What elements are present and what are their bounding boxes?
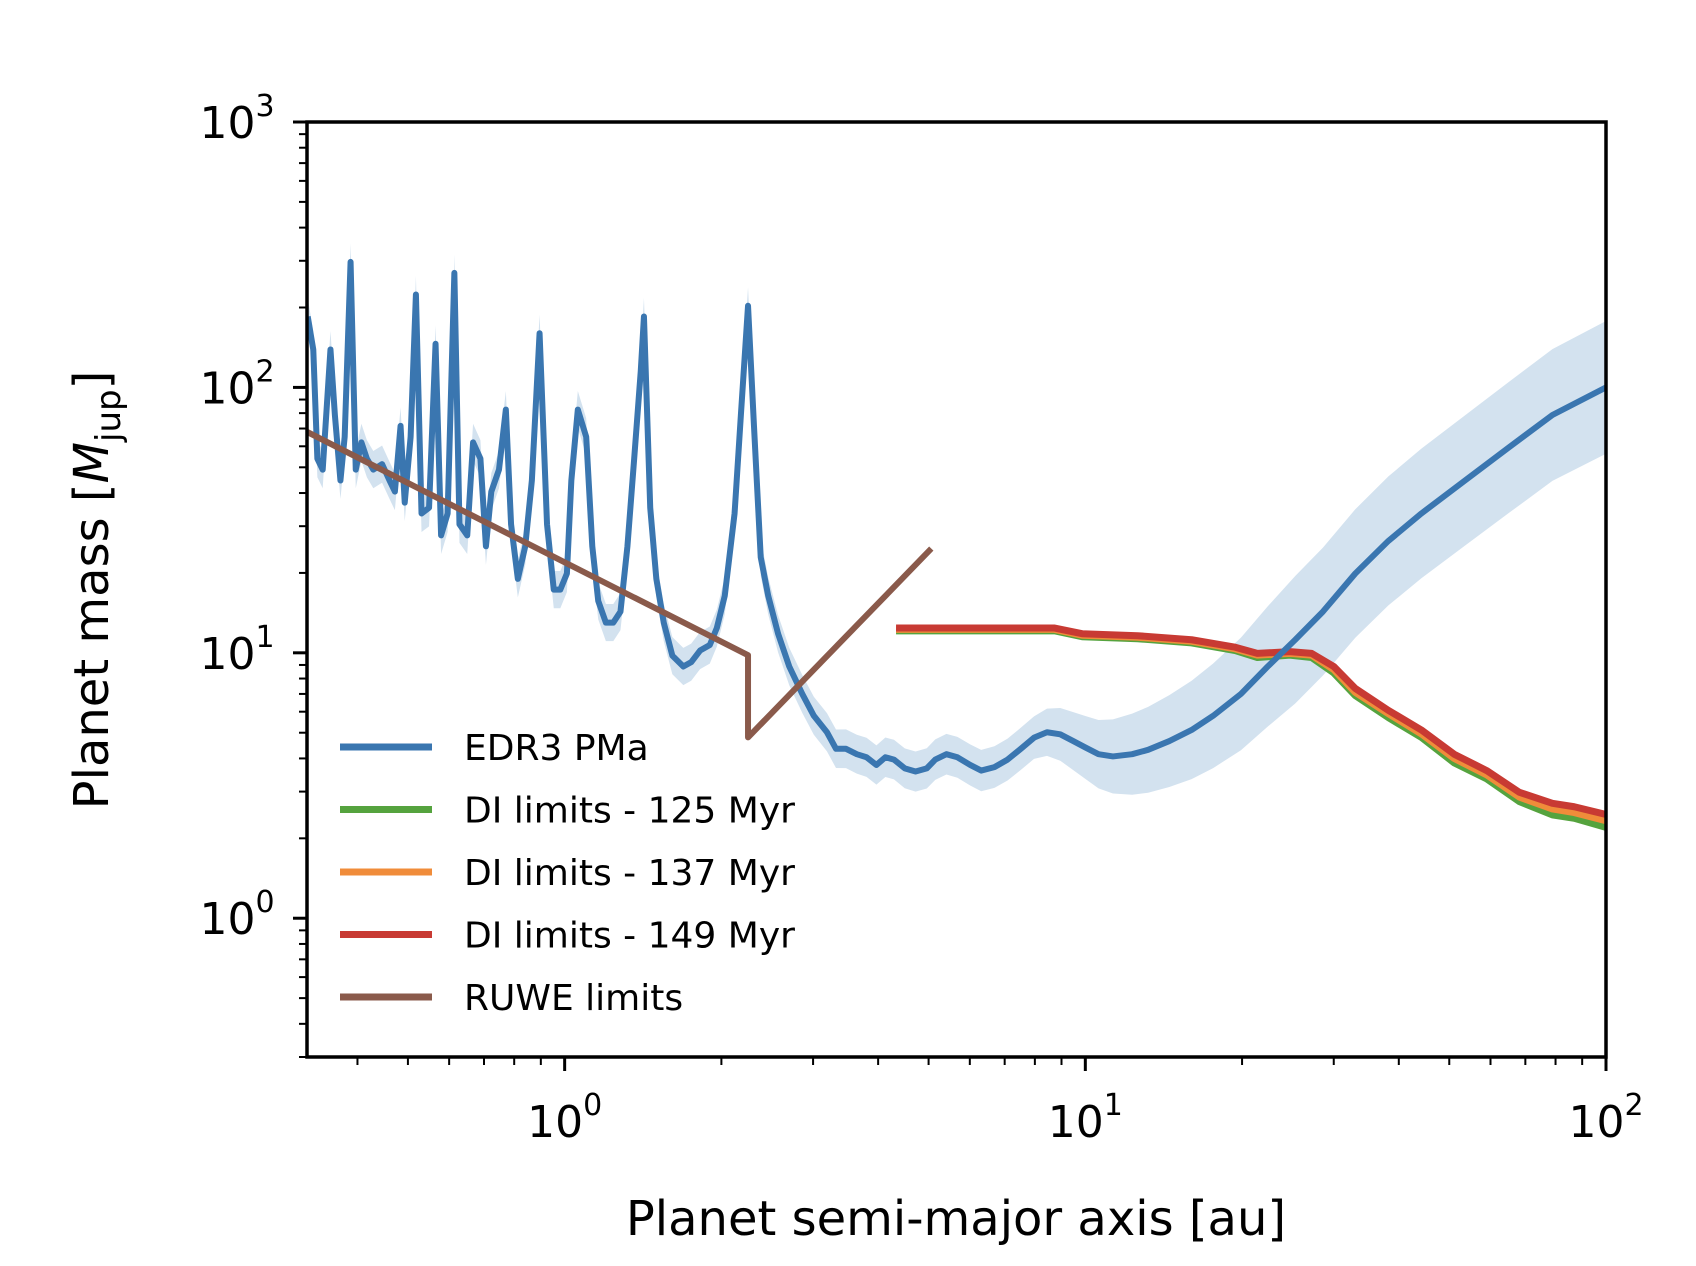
legend-label: RUWE limits [464,978,683,1019]
legend-label: DI limits - 125 Myr [464,791,795,832]
legend-item: EDR3 PMa [340,728,649,769]
legend-item: DI limits - 149 Myr [340,916,795,957]
x-tick-base: 10 [527,1097,583,1148]
x-axis-label: Planet semi-major axis [au] [626,1191,1286,1247]
y-tick-exp: 2 [255,354,274,389]
legend-item: RUWE limits [340,978,683,1019]
series-line-ruwe-limits [307,429,934,741]
y-tick-exp: 0 [255,885,274,920]
legend-item: DI limits - 137 Myr [340,853,795,894]
x-tick-label: 102 [1568,1088,1643,1148]
plot-area [307,243,1606,831]
axes-frame [305,120,1608,1059]
y-tick-base: 10 [199,629,255,680]
legend-item: DI limits - 125 Myr [340,791,795,832]
x-tick-label: 100 [527,1088,602,1148]
y-tick-base: 10 [199,363,255,414]
y-axis-label: Planet mass [Mjup] [64,371,129,810]
x-tick-exp: 1 [1104,1088,1123,1123]
y-tick-exp: 3 [255,89,274,124]
x-tick-base: 10 [1568,1097,1624,1148]
x-tick-label: 101 [1048,1088,1123,1148]
x-tick-exp: 0 [583,1088,602,1123]
legend-label: DI limits - 149 Myr [464,916,795,957]
legend-label: EDR3 PMa [464,728,649,769]
y-tick-label: 100 [199,885,274,945]
y-tick-label: 101 [199,620,274,680]
x-tick-base: 10 [1048,1097,1104,1148]
y-tick-label: 102 [199,354,274,414]
x-tick-exp: 2 [1624,1088,1643,1123]
series-line-di-limits-149-myr [896,624,1606,818]
series-line-edr3-pma [307,258,1606,775]
y-tick-base: 10 [199,98,255,149]
legend-label: DI limits - 137 Myr [464,853,795,894]
legend: EDR3 PMa DI limits - 125 Myr DI limits - 1… [340,728,795,1019]
y-tick-label: 103 [199,89,274,149]
y-tick-base: 10 [199,894,255,945]
y-tick-exp: 1 [255,620,274,655]
